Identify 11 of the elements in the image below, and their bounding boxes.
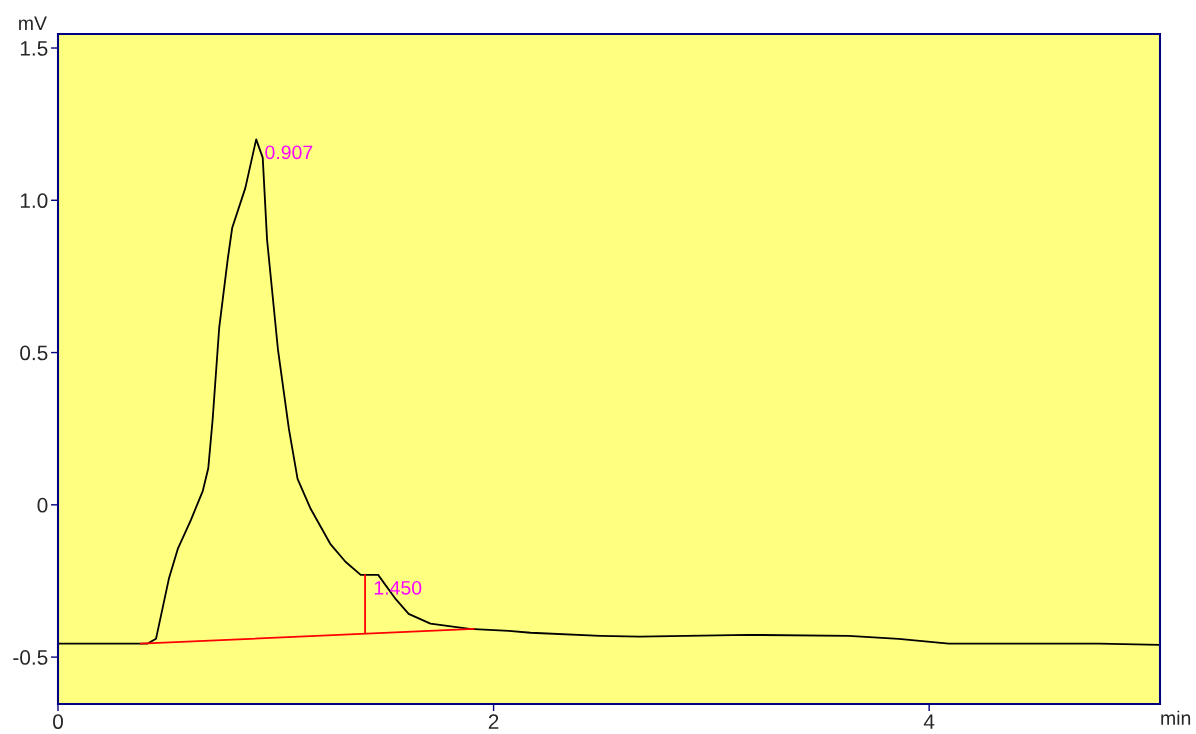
y-tick-label: 1.0 (20, 193, 48, 209)
x-axis-title: min (1161, 710, 1191, 725)
y-tick-label: 0.5 (20, 345, 48, 361)
y-tick-label: 1.5 (20, 41, 48, 56)
x-tick-label: 4 (923, 714, 935, 729)
x-tick-label: 2 (488, 714, 499, 729)
y-tick-label: -0.5 (13, 650, 48, 665)
x-tick-label: 0 (53, 714, 63, 730)
y-tick-label: 0 (37, 497, 48, 513)
annotation: 0.907 (265, 145, 313, 160)
y-axis-title: mV (19, 16, 47, 30)
